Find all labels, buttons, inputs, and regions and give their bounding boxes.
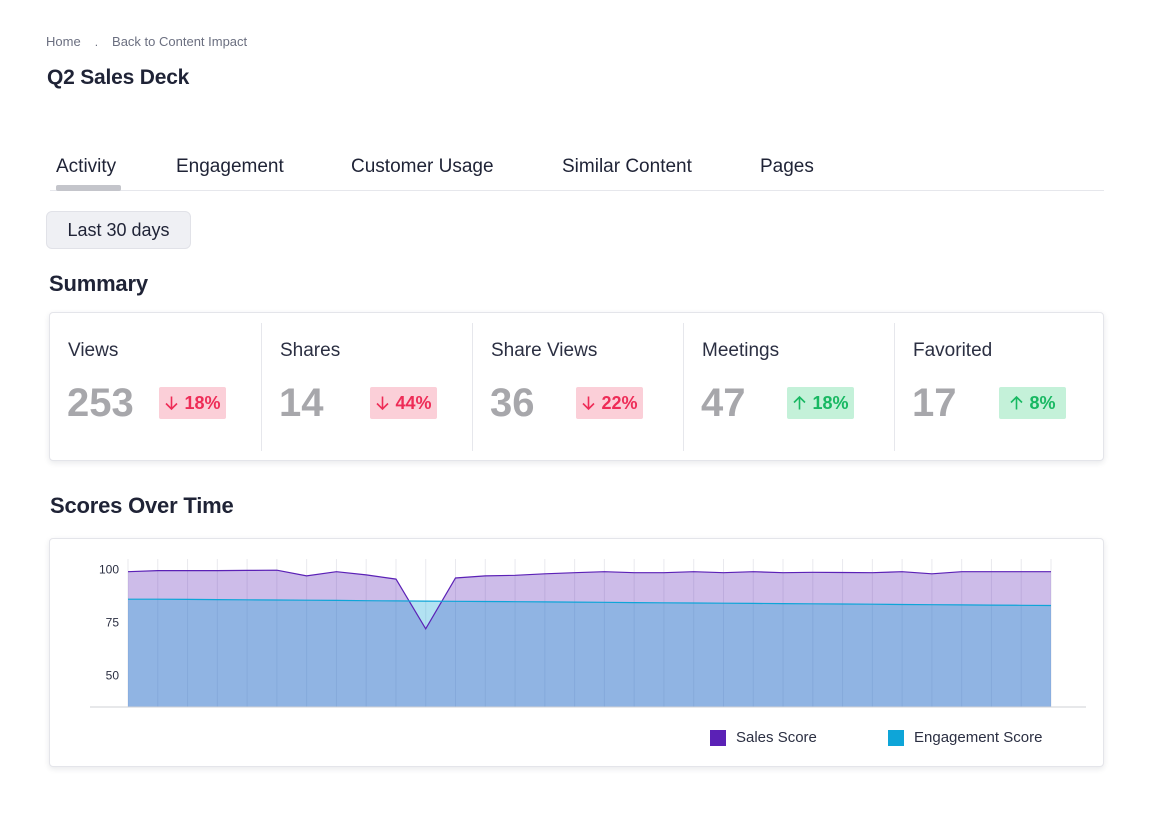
- y-tick-label: 100: [99, 563, 119, 577]
- metric-value: 14: [279, 381, 324, 425]
- change-badge: 18%: [159, 387, 226, 419]
- change-value: 18%: [812, 392, 849, 413]
- breadcrumb-back-link[interactable]: Back to Content Impact: [112, 34, 248, 49]
- change-value: 18%: [184, 392, 221, 413]
- arrow-up-icon: [1010, 395, 1024, 410]
- metric-value: 17: [912, 381, 957, 425]
- metric-label: Meetings: [702, 340, 780, 361]
- tab-pages[interactable]: Pages: [760, 156, 814, 177]
- engagement-score-area: [128, 599, 1051, 707]
- page-title: Q2 Sales Deck: [47, 66, 190, 89]
- tab-engagement[interactable]: Engagement: [176, 156, 284, 177]
- breadcrumb-separator: .: [94, 34, 99, 49]
- metric-label: Share Views: [491, 340, 598, 361]
- arrow-down-icon: [582, 396, 596, 411]
- change-value: 8%: [1029, 392, 1056, 413]
- legend-swatch: [710, 729, 726, 746]
- change-badge: 44%: [370, 387, 437, 419]
- legend-swatch: [888, 729, 904, 746]
- metric-shares: Shares 14 44%: [261, 323, 472, 451]
- metric-meetings: Meetings 47 18%: [683, 323, 894, 451]
- arrow-down-icon: [165, 396, 179, 411]
- change-badge: 8%: [999, 387, 1066, 419]
- scores-over-time-heading: Scores Over Time: [50, 493, 234, 518]
- breadcrumb: Home . Back to Content Impact: [46, 34, 247, 49]
- tab-customer-usage[interactable]: Customer Usage: [351, 156, 494, 177]
- tab-bar: Activity Engagement Customer Usage Simil…: [50, 156, 1104, 191]
- tab-activity[interactable]: Activity: [56, 156, 122, 191]
- metric-value: 253: [67, 381, 134, 425]
- summary-heading: Summary: [49, 271, 148, 296]
- metric-value: 36: [490, 381, 535, 425]
- change-value: 22%: [601, 392, 638, 413]
- sales-score-line: [127, 569, 1051, 630]
- y-tick-label: 50: [106, 668, 120, 682]
- metric-share-views: Share Views 36 22%: [472, 323, 683, 451]
- y-tick-label: 75: [106, 615, 120, 629]
- scores-area-chart: 100 75 50: [90, 559, 1086, 708]
- arrow-up-icon: [793, 395, 807, 410]
- legend-item-engagement-score: Engagement Score: [888, 729, 1042, 746]
- date-range-filter-button[interactable]: Last 30 days: [46, 211, 191, 249]
- legend-item-sales-score: Sales Score: [710, 729, 817, 746]
- metric-label: Favorited: [913, 340, 993, 361]
- legend-label: Sales Score: [736, 729, 817, 746]
- breadcrumb-home-link[interactable]: Home: [46, 34, 81, 49]
- legend-label: Engagement Score: [914, 729, 1043, 746]
- change-value: 44%: [395, 392, 432, 413]
- tab-similar-content[interactable]: Similar Content: [562, 156, 692, 177]
- metric-label: Shares: [280, 340, 341, 361]
- change-badge: 18%: [787, 387, 854, 419]
- arrow-down-icon: [376, 396, 390, 411]
- metric-views: Views 253 18%: [50, 323, 261, 451]
- scores-chart-card: 100 75 50 Sales Score Engagement Score: [49, 538, 1104, 767]
- metric-label: Views: [68, 340, 119, 361]
- engagement-score-line: [128, 598, 1052, 607]
- summary-card: Views 253 18% Shares 14 44% Share Views …: [49, 312, 1104, 461]
- metric-favorited: Favorited 17 8%: [894, 323, 1104, 451]
- metric-value: 47: [701, 381, 746, 425]
- change-badge: 22%: [576, 387, 643, 419]
